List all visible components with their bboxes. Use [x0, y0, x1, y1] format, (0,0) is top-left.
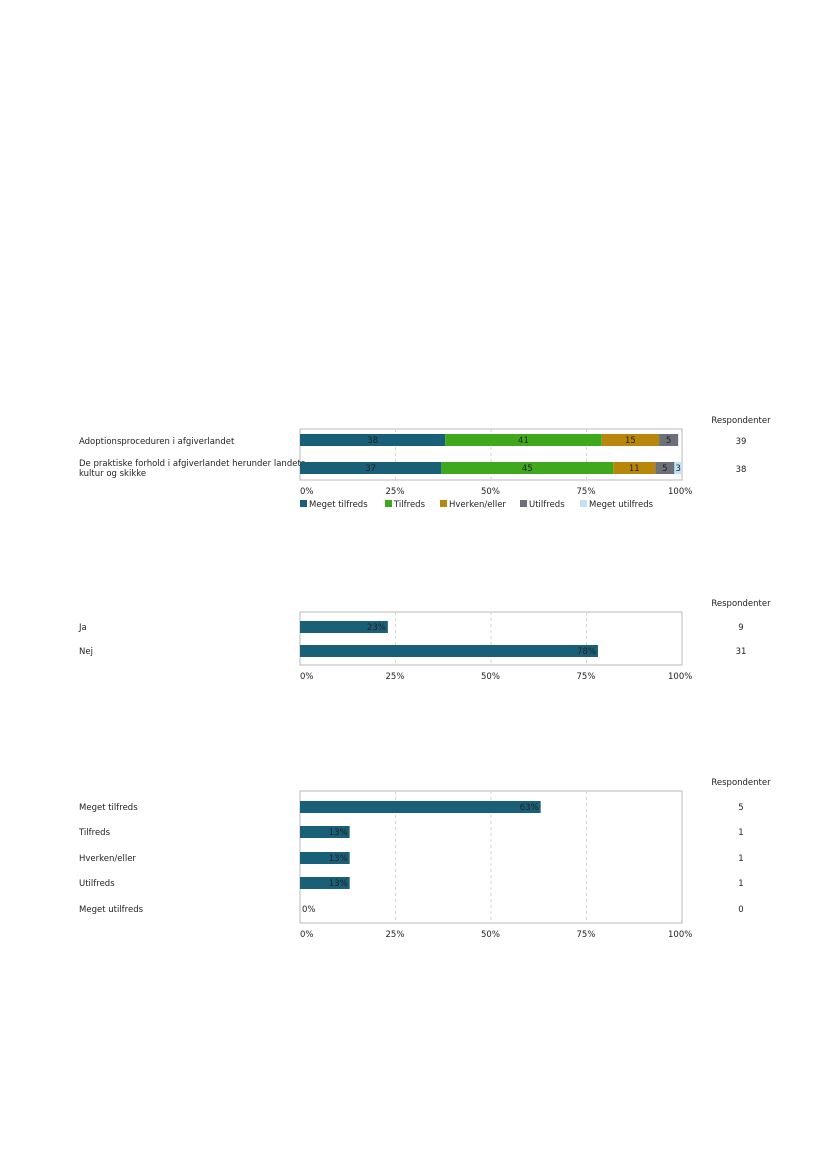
bar-segment [300, 434, 446, 446]
chart-svg: Respondenter 0% 25% 50% 75% 100% Ja 9 23% Nej 31 78… [78, 599, 771, 682]
data-label: 63% [520, 803, 539, 813]
data-label: 45 [522, 464, 533, 474]
legend-label: Tilfreds [393, 500, 426, 510]
legend-label: Meget tilfreds [309, 500, 368, 510]
bar [300, 801, 541, 813]
category-label: Utilfreds [79, 879, 115, 889]
legend-swatch [440, 500, 447, 507]
x-tick-label: 75% [577, 930, 596, 940]
legend-swatch [520, 500, 527, 507]
category-label: Meget utilfreds [79, 905, 144, 915]
data-label: 15 [625, 436, 636, 446]
bar [300, 645, 598, 657]
respondent-count: 39 [736, 437, 747, 447]
category-label: Nej [79, 647, 93, 657]
bar [300, 852, 350, 864]
legend-label: Meget utilfreds [589, 500, 654, 510]
data-label: 23% [367, 623, 386, 633]
respondent-count: 1 [738, 828, 743, 838]
respondents-header: Respondenter [711, 599, 771, 609]
x-tick-label: 75% [577, 672, 596, 682]
category-label: Meget tilfreds [79, 803, 138, 813]
respondent-count: 1 [738, 879, 743, 889]
chart-yes-no: Respondenter 0% 25% 50% 75% 100% Ja 9 23% Nej 31 78… [0, 590, 827, 690]
category-label: De praktiske forhold i afgiverlandet her… [79, 459, 306, 469]
category-label: Hverken/eller [79, 854, 136, 864]
data-label: 11 [629, 464, 640, 474]
category-label: Ja [78, 623, 87, 633]
legend-swatch [580, 500, 587, 507]
bar-segment [659, 434, 679, 446]
data-label: 37 [365, 464, 376, 474]
respondent-count: 9 [738, 623, 743, 633]
x-tick-label: 100% [668, 672, 692, 682]
respondents-header: Respondenter [711, 416, 771, 426]
x-tick-label: 0% [300, 930, 314, 940]
x-tick-label: 75% [577, 487, 596, 497]
bar-segment [441, 462, 614, 474]
bar [300, 621, 388, 633]
chart-satisfaction-distribution: Respondenter 0% 25% 50% 75% 100% Meget tilfred… [0, 769, 827, 949]
legend-swatch [385, 500, 392, 507]
respondent-count: 0 [738, 905, 743, 915]
respondents-header: Respondenter [711, 778, 771, 788]
data-label: 13% [329, 854, 348, 864]
bar-segment [674, 462, 682, 474]
respondent-count: 31 [736, 647, 747, 657]
bar-segment [300, 462, 442, 474]
bar-segment [445, 434, 602, 446]
x-tick-label: 0% [300, 672, 314, 682]
chart-satisfaction-stacked: Respondenter 0% 25% 50% 75% 100% Adoptionsproc… [0, 405, 827, 525]
data-label: 41 [518, 436, 529, 446]
data-label: 13% [329, 828, 348, 838]
data-label: 38 [367, 436, 378, 446]
data-label: 5 [662, 464, 667, 474]
x-tick-label: 50% [481, 672, 500, 682]
category-label: Adoptionsproceduren i afgiverlandet [79, 437, 235, 447]
x-tick-label: 25% [386, 487, 405, 497]
bar-segment [601, 434, 660, 446]
x-tick-label: 100% [668, 487, 692, 497]
x-tick-label: 50% [481, 930, 500, 940]
bar [300, 826, 350, 838]
respondent-count: 38 [736, 465, 747, 475]
bar [300, 877, 350, 889]
category-label: kultur og skikke [79, 469, 146, 479]
data-label: 78% [577, 647, 596, 657]
legend-swatch [300, 500, 307, 507]
chart-svg: Respondenter 0% 25% 50% 75% 100% Adoptionsproc… [79, 416, 771, 510]
category-label: Tilfreds [78, 828, 111, 838]
x-tick-label: 100% [668, 930, 692, 940]
legend-label: Hverken/eller [449, 500, 506, 510]
x-tick-label: 25% [386, 672, 405, 682]
data-label: 13% [329, 879, 348, 889]
x-tick-label: 50% [481, 487, 500, 497]
respondent-count: 1 [738, 854, 743, 864]
data-label: 3 [675, 464, 680, 474]
bar-segment [655, 462, 675, 474]
data-label: 5 [666, 436, 671, 446]
respondent-count: 5 [738, 803, 743, 813]
x-tick-label: 25% [386, 930, 405, 940]
data-label: 0% [302, 905, 316, 915]
bar-segment [613, 462, 656, 474]
legend-label: Utilfreds [529, 500, 565, 510]
x-tick-label: 0% [300, 487, 314, 497]
